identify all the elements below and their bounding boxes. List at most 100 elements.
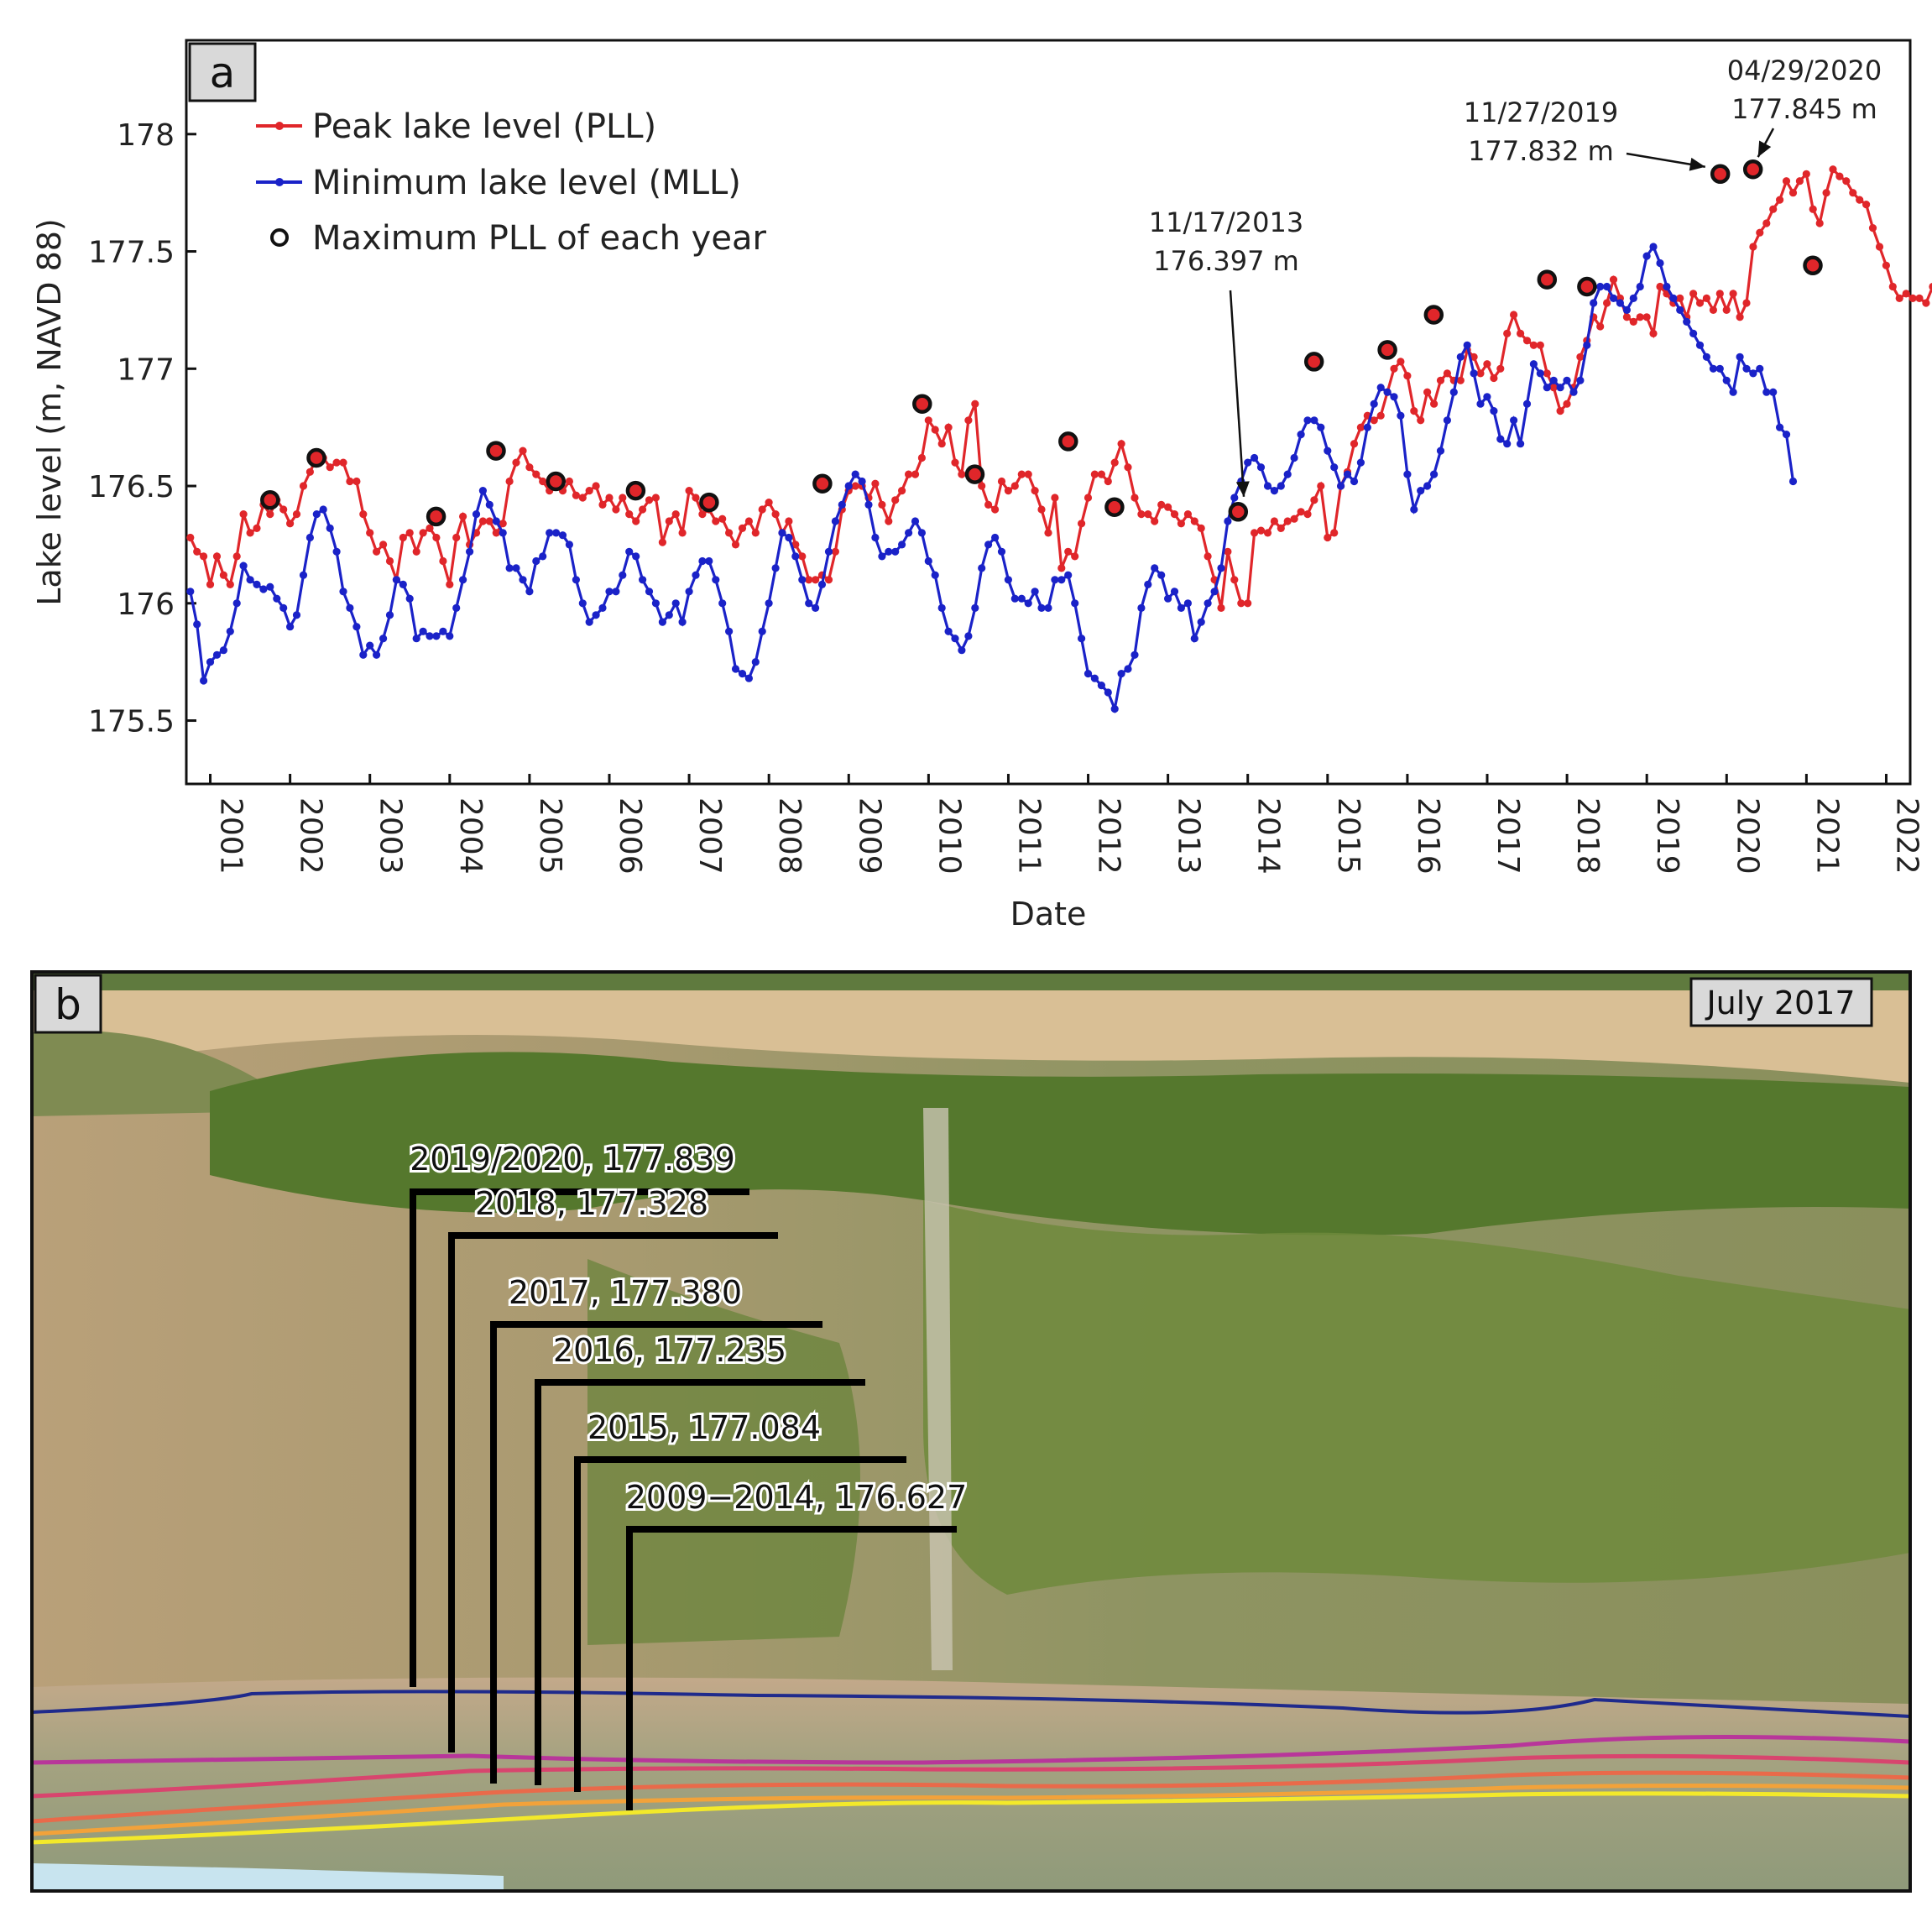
pll-point [1762, 219, 1771, 227]
annotation-date: 11/17/2013 [1149, 206, 1303, 238]
x-tick-label: 2008 [772, 797, 807, 875]
pll-point [712, 517, 720, 525]
mll-point [765, 599, 773, 608]
mll-point [366, 641, 374, 650]
shoreline-leader [535, 1379, 865, 1785]
pll-point [1110, 458, 1119, 467]
mll-point [1324, 447, 1332, 455]
annual-max-marker [699, 492, 719, 513]
mll-point [539, 552, 547, 561]
mll-point [200, 676, 208, 685]
mll-point [1556, 384, 1564, 392]
legend-mll-label: Minimum lake level (MLL) [312, 164, 741, 202]
annual-max-marker [1577, 276, 1597, 297]
mll-point [1037, 603, 1046, 613]
pll-point [1476, 369, 1485, 378]
pll-point [1776, 196, 1784, 204]
mll-point [619, 571, 627, 579]
pll-point [439, 556, 447, 566]
pll-point [891, 496, 900, 504]
mll-point [1390, 393, 1398, 401]
pll-point [193, 547, 201, 556]
pll-point [379, 541, 388, 549]
mll-point [1251, 453, 1259, 462]
pll-point [1390, 364, 1398, 373]
pll-point [771, 510, 780, 519]
annual-max-marker [912, 394, 932, 414]
pll-point [305, 467, 314, 476]
pll-point [1224, 547, 1232, 556]
annotation-arrowhead [1235, 481, 1250, 497]
mll-point [958, 646, 966, 655]
pll-point [399, 533, 407, 542]
mll-point [1290, 453, 1298, 462]
mll-point [1337, 482, 1345, 490]
pll-point [1888, 282, 1897, 291]
annual-max-marker [1710, 164, 1731, 185]
shoreline-0 [32, 1690, 1910, 1718]
mll-point [1709, 364, 1717, 373]
x-tick-label: 2003 [373, 797, 408, 875]
pll-point [1277, 524, 1285, 533]
pll-point [239, 510, 248, 519]
legend: Peak lake level (PLL) Minimum lake level… [256, 107, 766, 258]
pll-point [1037, 505, 1046, 514]
pll-point [1470, 353, 1478, 361]
mll-point [312, 510, 321, 519]
mll-point [1297, 431, 1305, 439]
pll-point [279, 505, 288, 514]
mll-point [858, 477, 866, 486]
mll-point [505, 564, 514, 572]
mll-point [944, 627, 953, 635]
mll-point [831, 517, 840, 525]
annotation-arrowhead [1757, 140, 1772, 158]
mll-point [1383, 388, 1392, 396]
mll-point [978, 564, 986, 572]
shoreline-3 [32, 1770, 1910, 1824]
pll-point [1423, 388, 1432, 396]
annual-max-marker [1377, 340, 1397, 360]
pll-point [997, 477, 1006, 486]
mll-point [1742, 364, 1751, 373]
annual-max-marker [426, 506, 446, 527]
mll-point [838, 500, 846, 509]
legend-max-label: Maximum PLL of each year [312, 219, 766, 258]
pll-point [1270, 517, 1278, 525]
pll-point [1868, 224, 1877, 232]
pll-point [206, 580, 215, 589]
pll-point [1529, 341, 1538, 349]
mll-point [1403, 470, 1412, 478]
pll-point [1137, 510, 1146, 519]
shoreline-label: 2009−2014, 176.627 [626, 1479, 968, 1516]
annotation-date: 04/29/2020 [1727, 55, 1882, 86]
pll-point [1543, 369, 1551, 378]
pll-point [924, 416, 932, 425]
mll-point [1130, 650, 1139, 659]
mll-point [698, 556, 707, 566]
pll-point [1829, 165, 1837, 174]
mll-point [1642, 252, 1651, 260]
panel-a-tag-box [188, 42, 257, 102]
mll-point [399, 580, 407, 589]
pll-point [1090, 470, 1099, 478]
annual-max-marker [1058, 431, 1078, 452]
pll-point [1503, 329, 1512, 337]
shoreline-leader [626, 1526, 957, 1810]
pll-point [1151, 517, 1159, 525]
mll-point [964, 632, 973, 640]
pll-point [785, 517, 793, 525]
pll-point [232, 552, 241, 561]
mll-point [1183, 599, 1192, 608]
annual-max-marker [1803, 255, 1823, 276]
pll-point [246, 529, 254, 537]
mll-point [905, 529, 913, 537]
mll-point [1576, 376, 1585, 384]
pll-point [1443, 369, 1451, 378]
mll-point [598, 603, 607, 613]
mll-point [478, 487, 488, 495]
mll-point [1277, 482, 1285, 490]
photo-frame [30, 970, 1912, 1893]
shoreline-label: 2018, 177.328 [475, 1185, 708, 1222]
pll-point [186, 533, 195, 542]
pll-point [326, 463, 334, 472]
